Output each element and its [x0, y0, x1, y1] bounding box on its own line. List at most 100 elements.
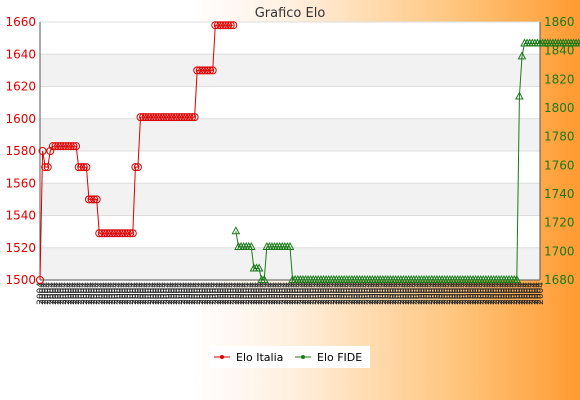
- elo-italia-point: [84, 195, 93, 204]
- elo-fide-point: [517, 51, 527, 60]
- x-tick-label: 2004: [77, 282, 87, 305]
- x-tick-label: 2004: [178, 282, 188, 305]
- x-tick-label: 2004: [446, 282, 456, 305]
- x-tick-label: 2004: [340, 282, 350, 305]
- x-tick-label: 2004: [240, 282, 250, 305]
- x-tick-label: 2004: [412, 282, 422, 305]
- x-tick-label: 2004: [265, 282, 275, 305]
- x-tick-label: 2004: [152, 282, 162, 305]
- x-tick-label: 2004: [191, 282, 201, 305]
- x-tick-label: 2004: [167, 282, 177, 305]
- elo-italia-point: [97, 229, 106, 238]
- x-tick-label: 2004: [474, 282, 484, 305]
- x-tick-label: 2004: [384, 282, 394, 305]
- elo-italia-point: [113, 229, 122, 238]
- x-tick-label: 2004: [487, 282, 497, 305]
- elo-italia-point: [82, 163, 91, 172]
- elo-italia-point: [51, 142, 60, 151]
- x-tick-label: 2004: [348, 282, 358, 305]
- elo-italia-point: [48, 142, 57, 151]
- elo-italia-point: [172, 113, 181, 122]
- x-tick-label: 2004: [438, 282, 448, 305]
- elo-fide-point: [231, 226, 241, 235]
- x-tick-label: 2004: [204, 282, 214, 305]
- x-tick-label: 2004: [320, 282, 330, 305]
- x-tick-label: 2004: [371, 282, 381, 305]
- x-tick-label: 2004: [180, 282, 190, 305]
- left-axis-ticks: 1500 1520 1540 1560 1580 1600 1620 1640 1660: [5, 15, 36, 287]
- x-tick-label: 2004: [36, 282, 46, 305]
- elo-italia-point: [66, 142, 75, 151]
- elo-italia-point: [38, 147, 47, 155]
- elo-italia-point: [193, 66, 202, 75]
- x-tick-label: 2004: [234, 282, 244, 305]
- right-tick-label: 1720: [544, 216, 575, 230]
- x-tick-label: 2004: [188, 282, 198, 305]
- x-tick-label: 2004: [121, 282, 131, 305]
- x-tick-label: 2004: [461, 282, 471, 305]
- x-tick-label: 2004: [276, 282, 286, 305]
- elo-italia-point: [105, 229, 114, 238]
- x-tick-label: 2004: [183, 282, 193, 305]
- x-tick-label: 2004: [242, 282, 252, 305]
- x-tick-label: 2004: [322, 282, 332, 305]
- elo-italia-point: [136, 113, 145, 122]
- x-tick-label: 2004: [312, 282, 322, 305]
- x-tick-label: 2004: [165, 282, 175, 305]
- right-tick-label: 1700: [544, 244, 575, 258]
- x-tick-label: 2004: [451, 282, 461, 305]
- x-tick-label: 2004: [263, 282, 273, 305]
- x-tick-label: 2004: [515, 282, 525, 305]
- x-tick-label: 2004: [301, 282, 311, 305]
- x-tick-label: 2004: [211, 282, 221, 305]
- legend-marker-elo-fide: [301, 355, 305, 359]
- x-tick-label: 2004: [387, 282, 397, 305]
- x-tick-label: 2004: [144, 282, 154, 305]
- elo-italia-point: [90, 195, 99, 204]
- x-tick-label: 2004: [291, 282, 301, 305]
- right-tick-label: 1800: [544, 101, 575, 115]
- right-tick-label: 1840: [544, 44, 575, 58]
- elo-italia-point: [59, 142, 68, 151]
- elo-fide-point: [512, 274, 522, 283]
- x-tick-label: 2004: [255, 282, 265, 305]
- x-tick-label: 2004: [356, 282, 366, 305]
- elo-italia-point: [115, 229, 124, 238]
- x-tick-label: 2004: [484, 282, 494, 305]
- right-tick-label: 1780: [544, 130, 575, 144]
- x-tick-label: 2004: [93, 282, 103, 305]
- x-tick-label: 2004: [466, 282, 476, 305]
- x-tick-label: 2004: [343, 282, 353, 305]
- x-axis-ticks: 2004200420042004200420042004200420042004…: [36, 282, 546, 305]
- x-tick-label: 2004: [95, 282, 105, 305]
- x-tick-label: 2004: [505, 282, 515, 305]
- x-tick-label: 2004: [100, 282, 110, 305]
- elo-italia-point: [123, 229, 132, 238]
- elo-italia-point: [103, 229, 112, 238]
- x-tick-label: 2004: [294, 282, 304, 305]
- legend-entry-elo-italia: [214, 355, 230, 359]
- elo-italia-point: [218, 21, 227, 30]
- x-tick-label: 2004: [536, 282, 546, 305]
- x-tick-label: 2004: [381, 282, 391, 305]
- x-tick-label: 2004: [67, 282, 77, 305]
- elo-italia-point: [95, 229, 104, 238]
- x-tick-label: 2004: [423, 282, 433, 305]
- elo-italia-point: [159, 113, 168, 122]
- elo-italia-point: [164, 113, 173, 122]
- elo-italia-point: [167, 113, 176, 122]
- x-tick-label: 2004: [137, 282, 147, 305]
- x-tick-label: 2004: [41, 282, 51, 305]
- elo-fide-point: [259, 274, 269, 283]
- x-tick-label: 2004: [85, 282, 95, 305]
- x-tick-label: 2004: [250, 282, 260, 305]
- x-tick-label: 2004: [479, 282, 489, 305]
- x-tick-label: 2004: [299, 282, 309, 305]
- x-tick-label: 2004: [185, 282, 195, 305]
- x-tick-label: 2004: [482, 282, 492, 305]
- elo-italia-point: [188, 113, 197, 122]
- x-tick-label: 2004: [327, 282, 337, 305]
- x-tick-label: 2004: [54, 282, 64, 305]
- x-tick-label: 2004: [108, 282, 118, 305]
